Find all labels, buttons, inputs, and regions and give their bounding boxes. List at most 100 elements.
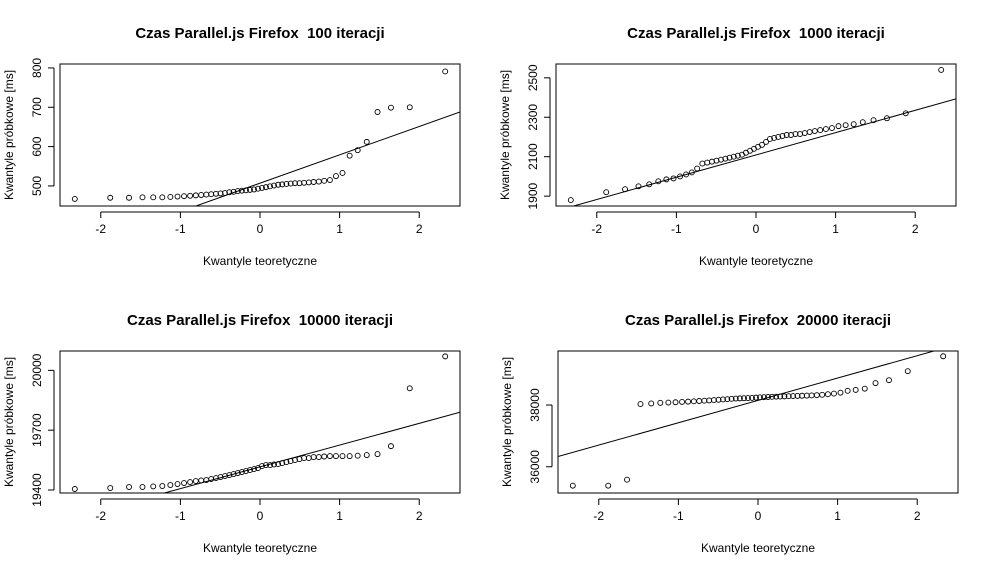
point bbox=[779, 133, 786, 139]
point bbox=[824, 391, 831, 398]
y-tick-label: 19400 bbox=[30, 473, 44, 507]
point bbox=[811, 128, 818, 135]
point bbox=[326, 177, 333, 183]
x-tick-label: 0 bbox=[257, 509, 264, 523]
point bbox=[126, 194, 132, 201]
point bbox=[301, 455, 307, 462]
point bbox=[354, 147, 361, 154]
point bbox=[886, 377, 892, 384]
point bbox=[765, 394, 771, 400]
y-tick-label: 800 bbox=[30, 58, 44, 78]
point bbox=[181, 480, 187, 486]
point bbox=[801, 130, 808, 136]
point bbox=[777, 393, 784, 400]
point bbox=[255, 185, 261, 192]
point bbox=[767, 135, 773, 142]
point bbox=[174, 193, 181, 200]
point bbox=[904, 368, 911, 375]
x-tick-label: 0 bbox=[753, 222, 760, 236]
y-tick-label: 1900 bbox=[526, 182, 540, 209]
y-axis-label: Kwantyle próbkowe [ms] bbox=[500, 357, 514, 487]
point bbox=[663, 176, 670, 183]
point bbox=[238, 187, 245, 194]
point bbox=[339, 453, 346, 460]
point bbox=[275, 461, 282, 468]
y-tick-label: 500 bbox=[30, 176, 44, 196]
point bbox=[730, 153, 737, 160]
point bbox=[745, 395, 751, 402]
point bbox=[672, 399, 679, 406]
point bbox=[333, 173, 339, 180]
point bbox=[688, 169, 695, 176]
qq-panel: Czas Parallel.js Firefox 1000 iteracji -2… bbox=[498, 25, 957, 268]
point bbox=[741, 395, 747, 402]
point bbox=[230, 188, 237, 195]
point bbox=[761, 394, 767, 401]
point bbox=[704, 159, 711, 166]
point bbox=[287, 180, 294, 187]
point bbox=[569, 482, 576, 489]
point bbox=[734, 152, 741, 159]
plot-frame bbox=[59, 350, 461, 494]
y-tick-label: 36000 bbox=[528, 450, 542, 484]
point bbox=[374, 451, 381, 458]
point bbox=[226, 472, 233, 479]
point bbox=[310, 454, 317, 461]
y-axis-label: Kwantyle próbkowe [ms] bbox=[498, 70, 512, 200]
point bbox=[267, 183, 273, 190]
x-tick-label: -2 bbox=[95, 509, 106, 523]
point bbox=[861, 385, 868, 392]
point bbox=[187, 479, 194, 485]
point bbox=[315, 178, 322, 185]
y-tick-label: 2300 bbox=[526, 104, 540, 131]
point bbox=[333, 453, 339, 460]
point bbox=[321, 177, 328, 184]
point bbox=[736, 395, 743, 402]
point bbox=[181, 193, 187, 200]
x-axis-label: Kwantyle teoretyczne bbox=[203, 254, 317, 268]
y-tick-label: 20000 bbox=[30, 353, 44, 387]
point bbox=[315, 454, 322, 461]
x-tick-label: 1 bbox=[832, 222, 839, 236]
point bbox=[271, 461, 277, 468]
point bbox=[646, 181, 653, 188]
point bbox=[374, 109, 381, 115]
point bbox=[222, 473, 228, 479]
chart-title: Czas Parallel.js Firefox 100 iteracji bbox=[135, 25, 384, 42]
point bbox=[806, 129, 813, 135]
x-axis-label: Kwantyle teoretyczne bbox=[203, 541, 317, 555]
qq-line bbox=[194, 111, 460, 206]
point bbox=[247, 186, 253, 193]
point bbox=[107, 485, 114, 491]
point bbox=[238, 469, 245, 476]
point bbox=[283, 459, 290, 466]
x-tick-label: -1 bbox=[175, 509, 186, 523]
point bbox=[321, 453, 328, 460]
point bbox=[243, 468, 249, 475]
point bbox=[902, 110, 909, 117]
point bbox=[624, 476, 630, 483]
point bbox=[326, 453, 333, 460]
point bbox=[635, 183, 642, 190]
point bbox=[759, 141, 765, 148]
point bbox=[442, 353, 449, 360]
plot-frame bbox=[59, 63, 461, 207]
point bbox=[835, 123, 842, 130]
point bbox=[310, 179, 317, 185]
point bbox=[234, 188, 241, 195]
point bbox=[837, 389, 844, 396]
plot-frame bbox=[557, 350, 959, 494]
point bbox=[283, 181, 290, 187]
point bbox=[817, 127, 824, 134]
point bbox=[722, 155, 729, 162]
qq-panel: Czas Parallel.js Firefox 100 iteracji -2 -… bbox=[2, 25, 461, 268]
point bbox=[813, 392, 820, 399]
x-tick-label: 0 bbox=[257, 222, 264, 236]
x-tick-label: -1 bbox=[671, 222, 682, 236]
x-tick-label: -1 bbox=[673, 509, 684, 523]
point bbox=[263, 462, 269, 469]
point bbox=[363, 452, 370, 459]
point bbox=[657, 399, 664, 406]
point bbox=[685, 398, 692, 405]
point bbox=[275, 181, 282, 188]
